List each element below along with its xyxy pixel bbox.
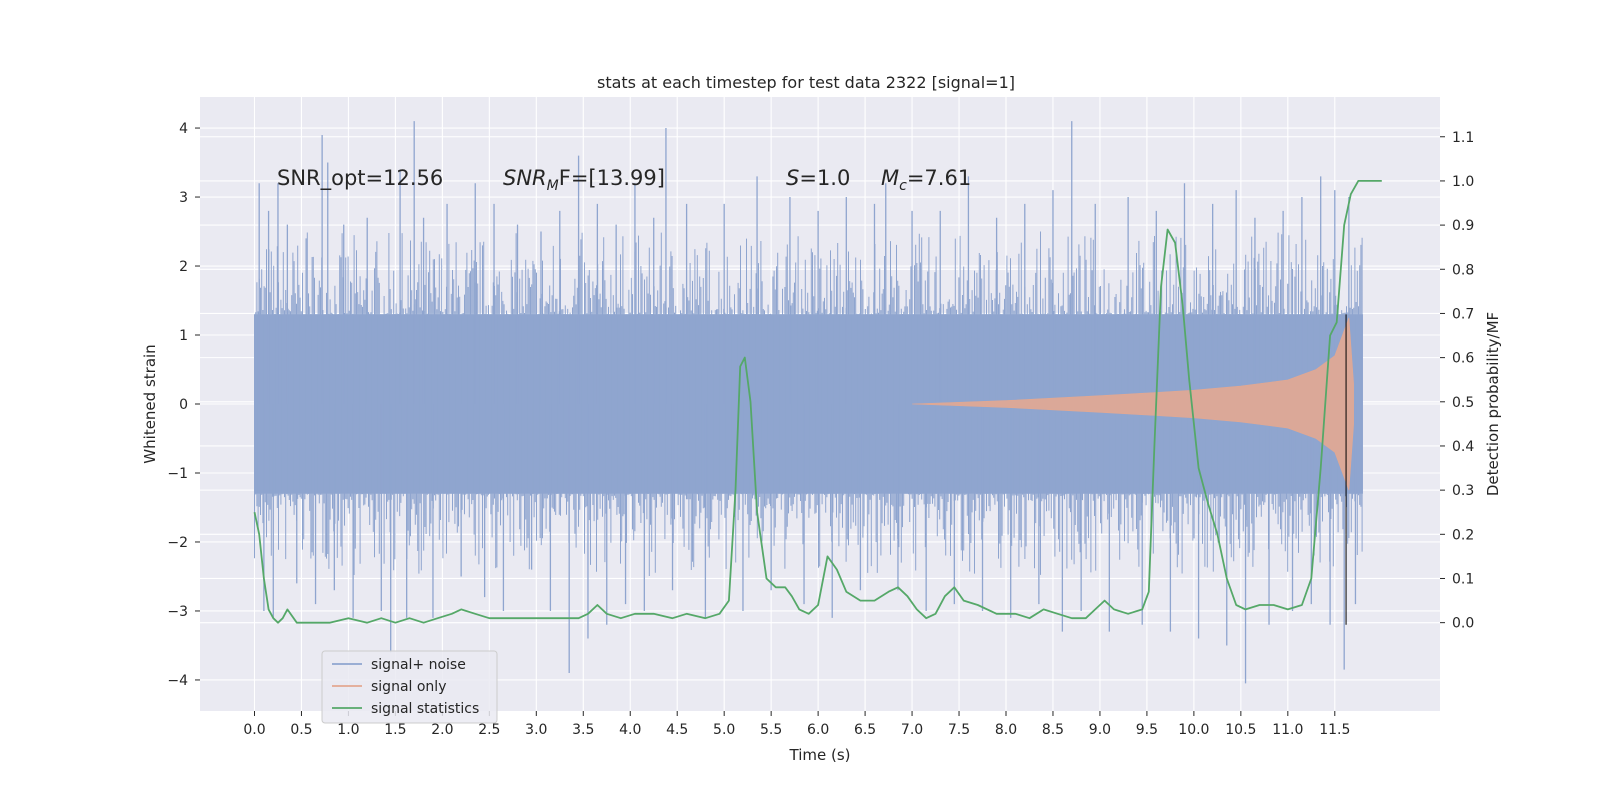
x-tick-label: 10.5 [1225, 722, 1256, 738]
y2-tick-label: 0.8 [1452, 262, 1474, 278]
annotation-mc: Mc=7.61 [881, 166, 971, 194]
x-tick-label: 7.5 [948, 722, 970, 738]
x-tick-label: 11.0 [1272, 722, 1303, 738]
x-tick-label: 4.0 [619, 722, 641, 738]
x-tick-label: 6.5 [854, 722, 876, 738]
x-tick-label: 7.0 [901, 722, 923, 738]
legend: signal+ noise signal only signal statist… [321, 650, 498, 724]
y-tick-label: 2 [179, 259, 188, 275]
annotation-mc-rest: =7.61 [907, 166, 971, 190]
signal-only-area [912, 317, 1354, 491]
chart-title: stats at each timestep for test data 232… [597, 73, 1015, 92]
annotation-snr-mf: SNRMF=[13.99] [503, 166, 665, 194]
y-tick-label: −3 [167, 604, 188, 620]
x-tick-label: 0.5 [290, 722, 312, 738]
annotation-snr-mf-main: SNR [503, 166, 547, 190]
y2-tick-label: 1.1 [1452, 130, 1474, 146]
y-tick-label: 1 [179, 328, 188, 344]
x-tick-label: 8.5 [1042, 722, 1064, 738]
x-tick-label: 5.5 [760, 722, 782, 738]
annotation-snr-mf-rest: F=[13.99] [559, 166, 665, 190]
y2-axis-label: Detection probability/MF [1484, 312, 1502, 496]
y-axis-label: Whitened strain [141, 344, 159, 463]
x-tick-label: 3.5 [572, 722, 594, 738]
y2-tick-label: 0.1 [1452, 571, 1474, 587]
x-tick-label: 8.0 [995, 722, 1017, 738]
annotation-mc-main: M [881, 166, 899, 190]
x-axis-ticks: 0.0 0.5 1.0 1.5 2.0 2.5 3.0 3.5 4.0 4.5 5.0 5.5 6.0 6… [243, 711, 1350, 738]
x-tick-label: 2.5 [478, 722, 500, 738]
annotation-s: S=1.0 [786, 166, 850, 190]
x-tick-label: 9.0 [1089, 722, 1111, 738]
y-tick-label: 4 [179, 121, 188, 137]
y-tick-label: −1 [167, 466, 188, 482]
y2-tick-label: 0.9 [1452, 218, 1474, 234]
legend-box [321, 650, 498, 724]
y2-tick-label: 1.0 [1452, 174, 1474, 190]
y-tick-label: 0 [179, 397, 188, 413]
legend-label-signal-statistics: signal statistics [371, 701, 479, 717]
y2-tick-label: 0.0 [1452, 616, 1474, 632]
y2-tick-label: 0.4 [1452, 439, 1474, 455]
x-tick-label: 2.0 [431, 722, 453, 738]
y2-tick-label: 0.5 [1452, 395, 1474, 411]
y2-tick-label: 0.2 [1452, 527, 1474, 543]
y-tick-label: −4 [167, 673, 188, 689]
annotation-snr-opt: SNR_opt=12.56 [277, 166, 443, 191]
y-axis-ticks: 4 3 2 1 0 −1 −2 −3 −4 [167, 121, 200, 689]
y2-tick-label: 0.7 [1452, 306, 1474, 322]
annotation-s-rest: =1.0 [799, 166, 850, 190]
x-tick-label: 9.5 [1136, 722, 1158, 738]
x-axis-label: Time (s) [789, 746, 851, 764]
annotation-mc-sub: c [899, 178, 907, 194]
y2-tick-label: 0.3 [1452, 483, 1474, 499]
annotation-s-main: S [786, 166, 799, 190]
series-signal-only [912, 317, 1354, 491]
x-tick-label: 10.0 [1178, 722, 1209, 738]
y2-axis-ticks: 1.1 1.0 0.9 0.8 0.7 0.6 0.5 0.4 0.3 0.2 0.1 0.0 [1440, 130, 1474, 632]
x-tick-label: 0.0 [243, 722, 265, 738]
legend-label-signal-noise: signal+ noise [371, 657, 466, 673]
x-tick-label: 11.5 [1319, 722, 1350, 738]
legend-label-signal-only: signal only [371, 679, 446, 695]
y-tick-label: −2 [167, 535, 188, 551]
x-tick-label: 4.5 [666, 722, 688, 738]
annotation-snr-mf-sub: M [547, 178, 559, 194]
signal-statistics-line [253, 180, 1382, 624]
x-tick-label: 1.0 [337, 722, 359, 738]
x-tick-label: 3.0 [525, 722, 547, 738]
x-tick-label: 1.5 [384, 722, 406, 738]
y2-tick-label: 0.6 [1452, 351, 1474, 367]
x-tick-label: 6.0 [807, 722, 829, 738]
y-tick-label: 3 [179, 190, 188, 206]
series-signal-statistics [253, 180, 1382, 624]
x-tick-label: 5.0 [713, 722, 735, 738]
